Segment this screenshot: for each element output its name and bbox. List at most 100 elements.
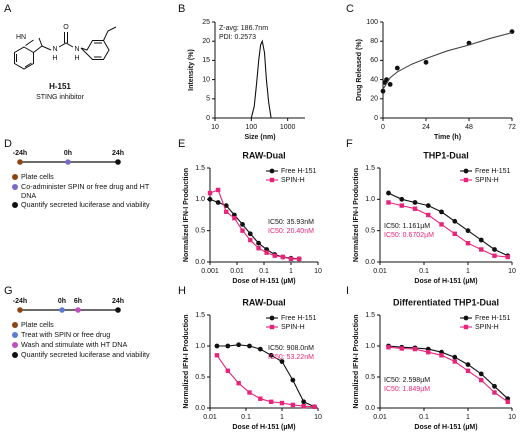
- data-point: [290, 377, 296, 383]
- step-text: Plate cells: [21, 320, 54, 329]
- y-axis-label: Normalized IFN-I Production: [353, 168, 360, 262]
- annotation: Z-avg: 186.7nm: [219, 25, 268, 32]
- panel-label: F: [346, 138, 353, 150]
- timeline-dot: [115, 159, 121, 165]
- y-tick-label: 0: [206, 115, 210, 122]
- y-axis-label: Intensity (%): [188, 49, 195, 91]
- legend-marker: [463, 315, 469, 321]
- data-point: [214, 343, 220, 349]
- step-text: Plate cells: [21, 172, 54, 181]
- x-tick-label: 0.1: [259, 268, 269, 275]
- legend-marker: [463, 324, 469, 330]
- data-line: [388, 345, 509, 400]
- timeline-dot: [17, 307, 23, 313]
- legend-marker: [269, 324, 275, 330]
- x-tick-label: 0.1: [241, 414, 251, 421]
- x-tick-label: 100: [245, 124, 257, 131]
- x-tick-label: 0.1: [419, 414, 429, 421]
- chart-title: THP1-Dual: [423, 150, 469, 160]
- data-point: [256, 246, 261, 251]
- data-line: [388, 192, 508, 257]
- timeline-label: 6h: [74, 298, 82, 305]
- data-point: [223, 203, 229, 209]
- data-point: [479, 247, 484, 252]
- data-point: [247, 343, 252, 349]
- y-tick-label: 60: [370, 57, 378, 64]
- data-point: [426, 212, 431, 218]
- data-point: [215, 200, 221, 205]
- timeline-dot: [75, 307, 81, 313]
- molecule-structure: [14, 26, 117, 70]
- data-point: [257, 346, 263, 352]
- data-point: [247, 390, 252, 395]
- data-line: [388, 346, 509, 403]
- x-tick-label: 0: [381, 124, 385, 131]
- x-axis-label: Dose of H-151 (µM): [414, 278, 477, 285]
- data-point: [207, 190, 213, 196]
- legend-marker: [463, 168, 469, 174]
- data-line: [382, 32, 513, 90]
- data-line: [250, 39, 272, 119]
- data-point: [478, 237, 484, 243]
- panel-label: B: [178, 3, 185, 15]
- y-tick-label: 0.0: [365, 405, 375, 412]
- data-point: [505, 399, 510, 404]
- step-bullet: [12, 351, 18, 358]
- x-tick-label: 1: [466, 268, 470, 275]
- step-item: Plate cells: [12, 320, 162, 329]
- annotation: IC50: 20.40nM: [268, 228, 314, 235]
- y-tick-label: 0.5: [365, 374, 375, 381]
- data-point: [465, 368, 471, 373]
- x-tick-label: 10: [211, 124, 219, 131]
- data-point: [296, 256, 302, 262]
- data-point: [399, 196, 405, 202]
- x-tick-label: 0.01: [373, 414, 387, 421]
- data-point: [399, 346, 404, 351]
- compound-name: H-151: [49, 82, 71, 91]
- data-point: [290, 402, 296, 408]
- x-tick-label: 0.001: [201, 268, 219, 275]
- y-tick-label: 0.0: [195, 259, 205, 266]
- data-line: [216, 354, 315, 408]
- data-point: [268, 399, 274, 404]
- data-point: [232, 215, 237, 221]
- x-axis-label: Dose of H-151 (µM): [414, 424, 477, 431]
- y-tick-label: 10: [202, 76, 210, 83]
- y-tick-label: 0.0: [195, 405, 205, 412]
- data-point: [225, 368, 231, 373]
- legend-label: SPIN-H: [475, 324, 499, 331]
- data-point: [478, 371, 484, 377]
- annotation: IC50: 908.0nM: [268, 345, 314, 352]
- step-bullet: [12, 321, 18, 328]
- data-point: [258, 396, 263, 401]
- compound-caption: STING inhibitor: [36, 94, 85, 101]
- step-text: Quantify secreted luciferase and viabili…: [21, 200, 150, 209]
- data-point: [386, 190, 391, 196]
- data-point: [214, 353, 220, 358]
- atom-label: N: [52, 46, 57, 53]
- y-tick-label: 0.5: [195, 228, 205, 235]
- y-tick-label: 15: [202, 57, 210, 64]
- y-tick-label: 1.5: [365, 165, 375, 172]
- panel-label: D: [4, 138, 12, 150]
- panel-label: C: [346, 3, 354, 15]
- data-point: [224, 209, 229, 215]
- data-point: [465, 228, 471, 234]
- timeline-label: 0h: [58, 298, 66, 305]
- step-bullet: [12, 331, 18, 338]
- annotation: IC50: 53.22nM: [268, 354, 314, 361]
- data-point: [492, 253, 497, 258]
- timeline-label: -24h: [13, 298, 27, 305]
- atom-label: H: [52, 55, 57, 62]
- data-point: [452, 231, 457, 236]
- y-axis-label: Drug Released (%): [356, 39, 363, 101]
- timeline-label: -24h: [13, 150, 27, 157]
- panel-label: I: [346, 285, 349, 297]
- atom-label: HN: [16, 34, 26, 41]
- legend-label: SPIN-H: [475, 177, 499, 184]
- data-point: [387, 82, 393, 87]
- x-axis-label: Size (nm): [244, 134, 275, 141]
- annotation: IC50: 0.6702µM: [384, 232, 434, 239]
- data-point: [312, 404, 317, 409]
- step-item: Wash and stimulate with HT DNA: [12, 340, 162, 349]
